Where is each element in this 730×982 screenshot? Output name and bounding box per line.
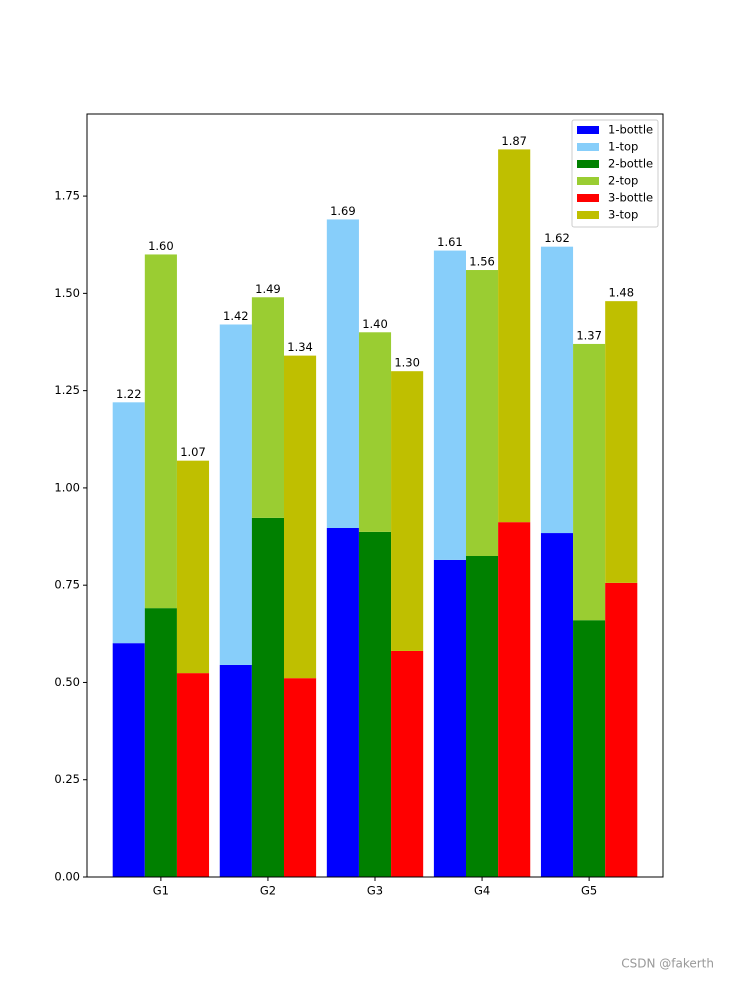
x-tick-label: G3	[367, 884, 383, 898]
x-tick-label: G5	[581, 884, 597, 898]
y-tick-label: 1.50	[54, 286, 80, 300]
data-label: 1.61	[437, 235, 463, 249]
bar-segment	[466, 556, 499, 877]
y-tick-label: 1.75	[54, 189, 80, 203]
bar-segment	[391, 371, 424, 651]
legend-label: 1-top	[608, 140, 638, 154]
legend-label: 3-top	[608, 208, 638, 222]
bar-segment	[573, 343, 606, 621]
bar-segment	[112, 402, 145, 644]
y-tick-label: 0.75	[54, 578, 80, 592]
data-label: 1.56	[469, 255, 495, 269]
data-label: 1.87	[501, 134, 527, 148]
bar-segment	[358, 332, 392, 532]
legend-label: 2-top	[608, 174, 638, 188]
legend-swatch	[577, 143, 599, 151]
y-tick-label: 0.00	[54, 870, 80, 884]
bar-segment	[144, 608, 177, 877]
bar-segment	[433, 559, 467, 877]
data-label: 1.49	[255, 282, 281, 296]
y-tick-label: 1.00	[54, 480, 80, 494]
bar-segment	[176, 460, 210, 674]
bar-segment	[498, 149, 531, 523]
data-label: 1.37	[576, 328, 602, 342]
bar-segment	[358, 531, 392, 877]
bar-segment	[605, 301, 638, 583]
bar-segment	[283, 678, 317, 877]
data-label: 1.69	[330, 204, 356, 218]
data-label: 1.48	[608, 286, 634, 300]
x-tick-label: G1	[153, 884, 169, 898]
bar-segment	[326, 219, 359, 528]
watermark: CSDN @fakerth	[621, 957, 714, 971]
x-tick-label: G4	[474, 884, 490, 898]
y-tick-label: 0.25	[54, 772, 80, 786]
y-tick-label: 1.25	[54, 383, 80, 397]
legend-swatch	[577, 126, 599, 134]
y-tick-label: 0.50	[54, 675, 80, 689]
legend-label: 1-bottle	[608, 123, 653, 137]
bar-segment	[283, 355, 317, 679]
plot-frame	[86, 113, 664, 878]
bar-segment	[433, 250, 467, 560]
data-label: 1.22	[116, 387, 142, 401]
bar-segment	[219, 324, 252, 665]
data-label: 1.30	[394, 356, 420, 370]
legend-swatch	[577, 211, 599, 219]
bar-segment	[540, 533, 574, 877]
data-label: 1.40	[362, 317, 388, 331]
bar-segment	[144, 254, 177, 609]
data-label: 1.60	[148, 239, 174, 253]
bar-segment	[326, 527, 359, 877]
legend-swatch	[577, 194, 599, 202]
bar-segment	[391, 650, 424, 877]
data-label: 1.62	[544, 231, 570, 245]
bar-segment	[251, 297, 284, 518]
data-label: 1.07	[180, 445, 206, 459]
legend-label: 2-bottle	[608, 157, 653, 171]
bar-segment	[540, 246, 574, 534]
bar-segment	[176, 673, 210, 877]
data-label: 1.42	[223, 309, 249, 323]
bar-segment	[219, 664, 252, 877]
legend-swatch	[577, 160, 599, 168]
bar-segment	[605, 582, 638, 877]
bar-segment	[466, 270, 499, 557]
legend-swatch	[577, 177, 599, 185]
bar-segment	[251, 517, 284, 877]
x-tick-label: G2	[260, 884, 276, 898]
bar-segment	[573, 620, 606, 877]
bar-segment	[498, 522, 531, 877]
data-label: 1.34	[287, 340, 313, 354]
bar-segment	[112, 643, 145, 877]
legend-label: 3-bottle	[608, 191, 653, 205]
